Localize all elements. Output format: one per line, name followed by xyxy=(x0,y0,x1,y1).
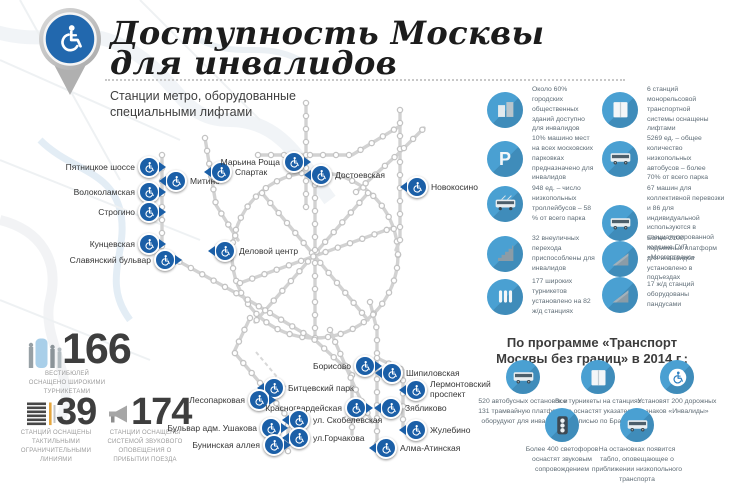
tact-icon xyxy=(25,401,57,427)
city-stat-item: 32 внеуличных перехода приспособлены для… xyxy=(487,234,602,273)
stat-text: 17 ж/д станций оборудованы пандусами xyxy=(647,281,695,308)
big-stat-value: 39 xyxy=(56,391,97,433)
program-item-caption: Более 400 светофоров оснастят звуковым с… xyxy=(525,446,599,473)
big-stat-caption: станций оснащены тактильными ограничител… xyxy=(20,430,92,463)
stat-text: 32 внеуличных перехода приспособлены для… xyxy=(532,235,595,272)
city-stat-item: Около 60% городских общественных зданий … xyxy=(487,85,596,134)
stat-text: 948 ед. – число низкопольных троллейбусо… xyxy=(532,185,592,222)
program-item-circle xyxy=(660,360,694,394)
stat-circle xyxy=(487,91,523,128)
stat-circle xyxy=(602,277,638,313)
big-stat-value: 166 xyxy=(62,325,132,373)
stat-circle xyxy=(487,278,523,315)
program-item-caption: 520 автобусных остановок и 131 трамвайну… xyxy=(478,398,568,425)
city-stat-item: 177 широких турникетов установлено на 82… xyxy=(487,277,596,316)
stat-circle xyxy=(602,240,638,277)
page-title-line1: Доступность Москвы xyxy=(110,14,545,52)
turn166-icon xyxy=(26,336,64,370)
program-item-caption: На остановках появится табло, оповещающе… xyxy=(591,446,683,483)
wheelchair-sign-icon xyxy=(668,368,686,386)
city-stat-item: 6 станций монорельсовой транспортной сис… xyxy=(602,85,719,134)
program-item-circle xyxy=(506,360,540,394)
program-title-line2: Москвы без границ» в 2014 г.: xyxy=(496,351,688,367)
big-stat-value: 174 xyxy=(131,391,192,433)
program-item-caption: Установят 200 дорожных знаков «Инвалиды» xyxy=(637,398,717,415)
stat-circle xyxy=(487,235,523,272)
big-stat-caption: вестибюлей оснащено широкими турникетами xyxy=(28,371,106,395)
city-stat-item: 5269 ед. – общее количество низкопольных… xyxy=(602,134,719,183)
program-title-line1: По программе «Транспорт xyxy=(506,335,678,350)
city-stat-item: 17 ж/д станций оборудованы пандусами xyxy=(602,277,719,313)
stat-text: Более 2100 подъемных платформ для инвали… xyxy=(647,235,717,282)
stat-text: Около 60% городских общественных зданий … xyxy=(532,86,585,133)
stat-text: 10% машино мест на всех московских парко… xyxy=(532,135,594,182)
stat-circle xyxy=(602,140,638,177)
map-subtitle-line2: специальными лифтами xyxy=(110,105,253,120)
program-item-circle xyxy=(620,408,654,442)
stat-circle: P xyxy=(487,140,523,177)
big-stat-caption: станции оснащены системой звукового опов… xyxy=(107,430,183,463)
stat-circle xyxy=(602,205,638,242)
city-stat-item: 67 машин для коллективной перевозки и 86… xyxy=(602,184,725,263)
stat-text: 177 широких турникетов установлено на 82… xyxy=(532,278,591,315)
parking-icon: P xyxy=(498,148,511,169)
program-item-circle xyxy=(545,408,579,442)
city-stat-item: Более 2100 подъемных платформ для инвали… xyxy=(602,234,719,283)
program-title: По программе «Транспорт Москвы без грани… xyxy=(492,335,692,368)
stat-text: 6 станций монорельсовой транспортной сис… xyxy=(647,86,709,133)
page-title: Доступность Москвы для инвалидов xyxy=(110,14,545,82)
accessibility-pin-logo-icon xyxy=(39,8,101,95)
city-stat-item: 948 ед. – число низкопольных троллейбусо… xyxy=(487,184,598,223)
page-title-line2: для инвалидов xyxy=(110,44,398,82)
program-item-caption: Все турникеты на станциях метро оснастят… xyxy=(552,398,644,425)
city-stat-item: P 10% машино мест на всех московских парк… xyxy=(487,134,598,183)
stat-circle xyxy=(487,185,523,222)
program-item-circle xyxy=(581,360,615,394)
stat-text: 5269 ед. – общее количество низкопольных… xyxy=(647,135,708,182)
stat-text: 67 машин для коллективной перевозки и 86… xyxy=(647,185,725,261)
map-subtitle-line1: Станции метро, оборудованные xyxy=(110,89,296,103)
mega-icon xyxy=(107,402,133,426)
map-subtitle: Станции метро, оборудованные специальным… xyxy=(110,88,296,121)
dotted-divider xyxy=(105,79,625,81)
stat-circle xyxy=(602,91,638,128)
